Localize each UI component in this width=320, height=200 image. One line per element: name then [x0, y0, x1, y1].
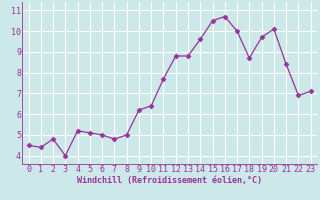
X-axis label: Windchill (Refroidissement éolien,°C): Windchill (Refroidissement éolien,°C): [77, 176, 262, 185]
